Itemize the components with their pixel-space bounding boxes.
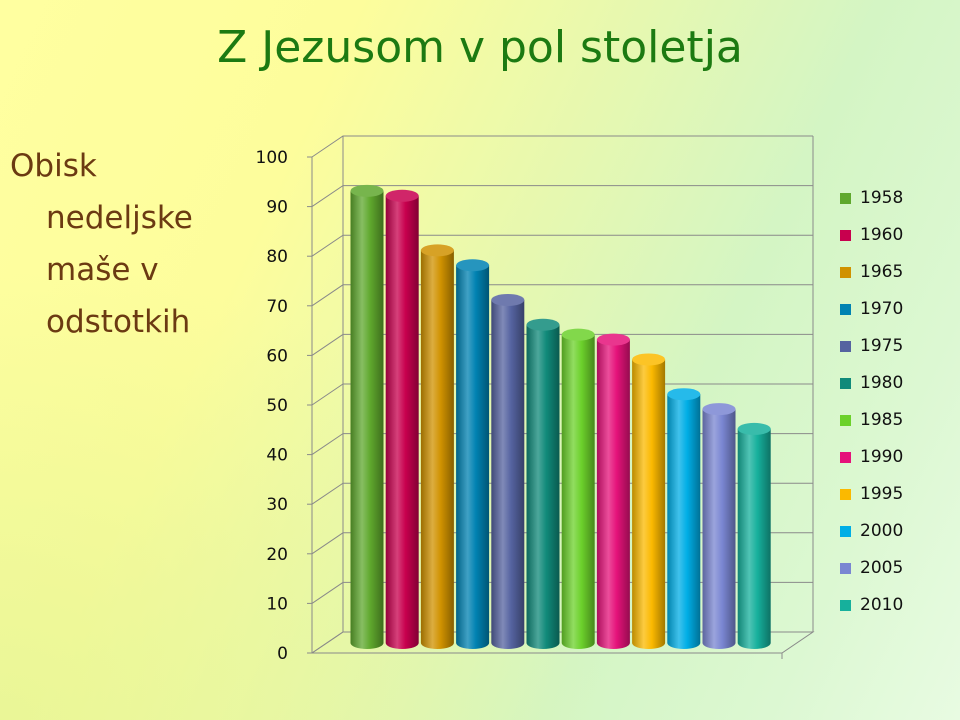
legend-item: 1970 [838, 295, 948, 332]
bar-top [561, 328, 595, 341]
bar-1985 [561, 328, 595, 649]
legend-item: 2010 [838, 591, 948, 628]
bar-body [491, 299, 525, 649]
bar-top [385, 189, 419, 202]
bar-1990 [596, 333, 630, 649]
bar-1980 [526, 318, 560, 649]
bar-top [737, 422, 771, 435]
bar-1995 [632, 353, 666, 649]
side-caption-line: Obisk [10, 148, 97, 184]
gridline [311, 135, 813, 158]
bar-top [632, 353, 666, 366]
bar-body [596, 339, 630, 649]
side-caption-line: maše v [46, 252, 159, 288]
legend-item: 1990 [838, 443, 948, 480]
legend-item: 1965 [838, 258, 948, 295]
slide-title: Z Jezusom v pol stoletja [217, 22, 743, 73]
bar-body [456, 265, 490, 649]
legend-swatch [840, 415, 851, 426]
bar-top [702, 403, 736, 416]
bar-body [561, 334, 595, 649]
legend-item: 2000 [838, 517, 948, 554]
bar-1965 [420, 244, 454, 650]
bar-body [350, 190, 384, 649]
y-tick-label: 70 [266, 297, 288, 317]
legend-swatch [840, 452, 851, 463]
bar-top [667, 388, 701, 401]
bar-1958 [350, 184, 384, 649]
legend-swatch [840, 489, 851, 500]
legend-label: 1995 [860, 484, 904, 504]
bar-1960 [385, 189, 419, 650]
bar-body [420, 250, 454, 650]
legend-item: 1960 [838, 221, 948, 258]
legend-label: 1958 [860, 188, 904, 208]
legend-label: 2010 [860, 595, 904, 615]
bar-top [596, 333, 630, 346]
y-tick-label: 80 [266, 247, 288, 267]
bar-2010 [737, 422, 771, 649]
legend-label: 1960 [860, 225, 904, 245]
legend-label: 1980 [860, 373, 904, 393]
legend-label: 2000 [860, 521, 904, 541]
bar-body [526, 324, 560, 649]
bar-body [632, 359, 666, 649]
legend-item: 1980 [838, 369, 948, 406]
y-tick-label: 60 [266, 346, 288, 366]
legend-label: 1965 [860, 262, 904, 282]
y-tick-label: 90 [266, 198, 288, 218]
y-tick-label: 40 [266, 446, 288, 466]
legend-item: 1958 [838, 184, 948, 221]
legend-label: 1990 [860, 447, 904, 467]
side-caption-line: odstotkih [46, 304, 191, 340]
legend-label: 1970 [860, 299, 904, 319]
bar-top [456, 259, 490, 272]
legend-swatch [840, 267, 851, 278]
bar-2005 [702, 403, 736, 649]
bar-2000 [667, 388, 701, 649]
legend-swatch [840, 526, 851, 537]
bar-1970 [456, 259, 490, 649]
y-tick-label: 20 [266, 545, 288, 565]
chart-legend: 1958 1960 1965 1970 1975 1980 1985 1990 1995 2000… [838, 184, 948, 628]
side-caption-line: nedeljske [46, 200, 193, 236]
side-caption: Obisk nedeljske maše v odstotkih [10, 140, 240, 348]
legend-swatch [840, 193, 851, 204]
legend-label: 1975 [860, 336, 904, 356]
y-tick-label: 0 [277, 644, 288, 664]
bar-body [702, 409, 736, 649]
legend-item: 1985 [838, 406, 948, 443]
legend-swatch [840, 563, 851, 574]
bar-top [420, 244, 454, 257]
bar-top [526, 318, 560, 331]
legend-swatch [840, 378, 851, 389]
legend-item: 1995 [838, 480, 948, 517]
y-tick-label: 50 [266, 396, 288, 416]
bar-body [385, 195, 419, 650]
legend-swatch [840, 304, 851, 315]
y-tick-label: 10 [266, 594, 288, 614]
legend-swatch [840, 341, 851, 352]
legend-swatch [840, 230, 851, 241]
bar-1975 [491, 293, 525, 649]
chart-floor [310, 631, 815, 654]
y-tick-label: 30 [266, 495, 288, 515]
legend-item: 1975 [838, 332, 948, 369]
bar-body [667, 394, 701, 649]
legend-label: 1985 [860, 410, 904, 430]
bar-body [737, 428, 771, 649]
bar-top [350, 184, 384, 197]
bar-top [491, 293, 525, 306]
y-tick-label: 100 [256, 148, 288, 168]
legend-swatch [840, 600, 851, 611]
legend-item: 2005 [838, 554, 948, 591]
legend-label: 2005 [860, 558, 904, 578]
